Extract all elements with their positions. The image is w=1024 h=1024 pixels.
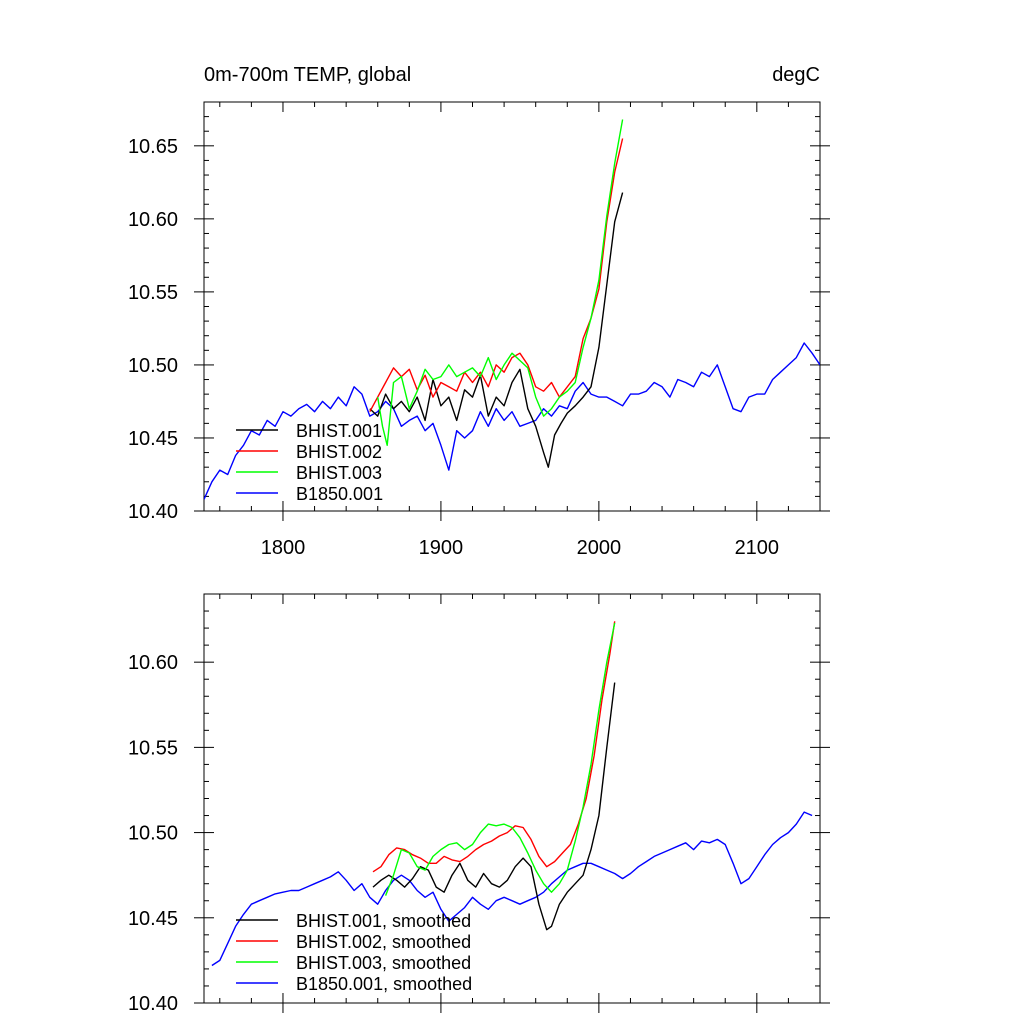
top-panel: 0m-700m TEMP, global degC 1800 1900 2000 21… [128, 64, 830, 559]
bottom-legend-label: BHIST.002, smoothed [296, 932, 471, 952]
bottom-y-tick-label: 10.40 [128, 993, 178, 1015]
top-y-tick-label: 10.65 [128, 136, 178, 158]
top-series-line-1 [369, 192, 624, 468]
top-x-tick-label: 2100 [735, 537, 780, 559]
bottom-y-tick-label: 10.45 [128, 908, 178, 930]
top-legend-label: B1850.001 [296, 484, 383, 504]
top-y-tick-label: 10.40 [128, 501, 178, 523]
bottom-series-line-1 [372, 682, 616, 931]
bottom-y-tick-label: 10.50 [128, 823, 178, 845]
bottom-legend-label: B1850.001, smoothed [296, 974, 472, 994]
top-legend-label: BHIST.001 [296, 421, 382, 441]
bottom-series-line-4 [211, 811, 813, 967]
bottom-panel: 10.40 10.45 10.50 10.55 10.60 BHIST.001, smoo… [128, 593, 830, 1015]
top-y-tick-label: 10.45 [128, 428, 178, 450]
bottom-y-tick-label: 10.55 [128, 737, 178, 759]
top-legend-label: BHIST.003 [296, 463, 382, 483]
bottom-legend-label: BHIST.003, smoothed [296, 953, 471, 973]
top-series-line-2 [369, 138, 624, 413]
top-series-line-4 [204, 342, 820, 500]
bottom-series-line-2 [372, 621, 616, 873]
bottom-series-line-3 [384, 622, 616, 896]
top-y-tick-label: 10.50 [128, 355, 178, 377]
top-legend-label: BHIST.002 [296, 442, 382, 462]
bottom-legend-label: BHIST.001, smoothed [296, 911, 471, 931]
top-x-tick-label: 1800 [261, 537, 306, 559]
top-title-left: 0m-700m TEMP, global [204, 64, 411, 86]
top-y-tick-label: 10.55 [128, 282, 178, 304]
top-title-right: degC [772, 64, 820, 86]
top-x-tick-label: 1900 [419, 537, 464, 559]
bottom-y-tick-label: 10.60 [128, 652, 178, 674]
top-series-line-3 [377, 119, 624, 446]
top-x-tick-label: 2000 [577, 537, 622, 559]
top-y-tick-label: 10.60 [128, 209, 178, 231]
